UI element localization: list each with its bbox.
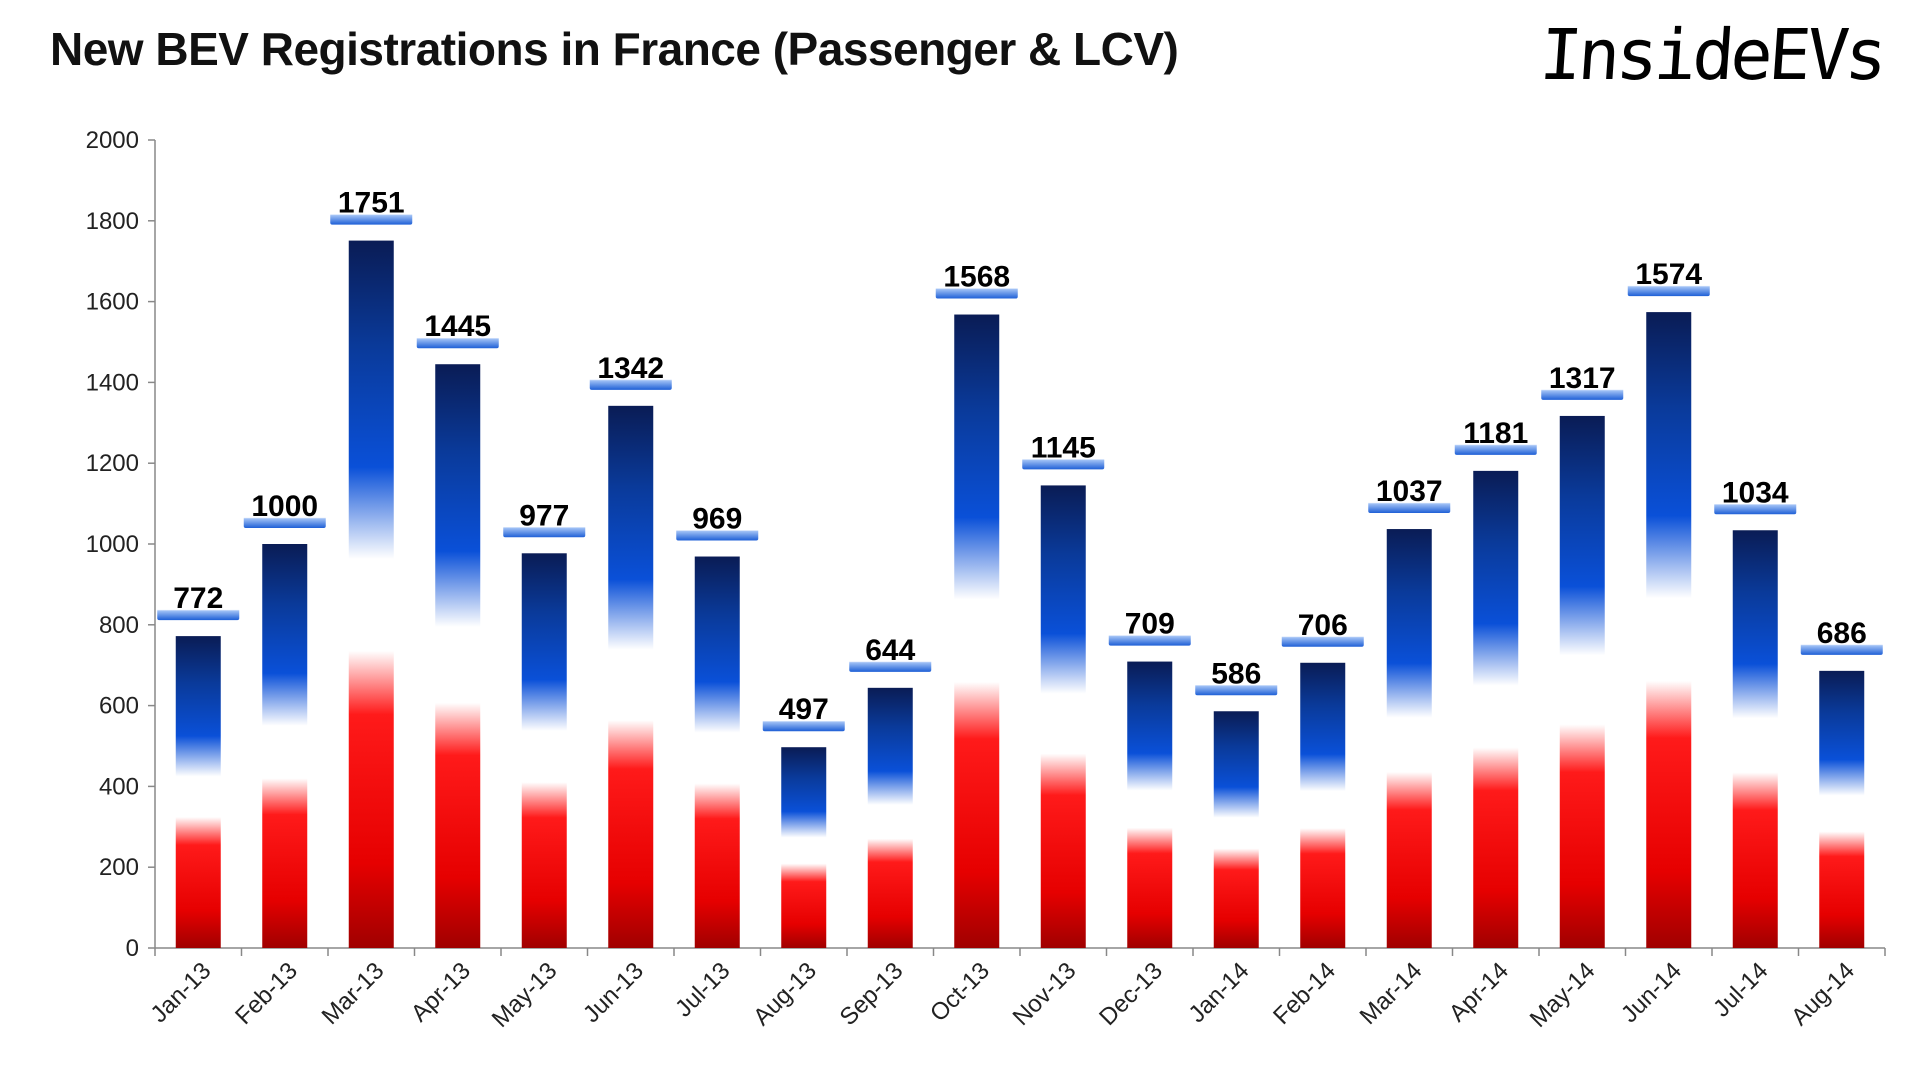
bar[interactable]	[1127, 661, 1173, 948]
data-label-box	[1108, 603, 1191, 646]
bar[interactable]	[1040, 485, 1086, 948]
y-tick-label: 1800	[86, 208, 139, 235]
bar[interactable]	[1819, 670, 1865, 948]
data-label-box	[1022, 427, 1105, 470]
data-label-box	[1281, 604, 1364, 647]
x-tick-label: Feb-14	[1268, 957, 1341, 1030]
bar[interactable]	[1473, 470, 1519, 948]
bar[interactable]	[954, 314, 1000, 948]
x-tick-label: Aug-14	[1786, 957, 1860, 1031]
y-tick-label: 1600	[86, 289, 139, 316]
data-label: 772	[173, 582, 223, 615]
bar[interactable]	[1646, 312, 1692, 948]
y-tick-label: 400	[99, 773, 139, 800]
bar[interactable]	[262, 544, 308, 948]
x-tick-label: Feb-13	[230, 957, 303, 1030]
x-tick-label: Jan-13	[146, 957, 217, 1028]
y-tick-label: 600	[99, 693, 139, 720]
x-tick-label: Apr-14	[1444, 957, 1514, 1027]
data-label: 1034	[1722, 476, 1789, 509]
data-label: 644	[865, 634, 915, 667]
x-tick-label: May-13	[487, 957, 563, 1033]
data-label: 977	[519, 499, 569, 532]
bar[interactable]	[694, 556, 740, 948]
y-tick-label: 1400	[86, 369, 139, 396]
x-tick-label: Jul-14	[1708, 957, 1773, 1022]
data-label: 1000	[251, 490, 318, 523]
bar[interactable]	[1386, 529, 1432, 948]
data-label-box	[243, 486, 326, 528]
bar[interactable]	[867, 687, 913, 948]
data-label-box	[935, 256, 1018, 299]
x-tick-label: May-14	[1525, 957, 1601, 1033]
data-label: 1317	[1549, 362, 1616, 395]
x-tick-label: Jun-13	[578, 957, 649, 1028]
data-label-box	[1454, 412, 1537, 455]
chart-title: New BEV Registrations in France (Passeng…	[50, 23, 1179, 75]
data-label-box	[1195, 653, 1278, 696]
y-tick-label: 800	[99, 612, 139, 639]
x-tick-label: Apr-13	[406, 957, 476, 1027]
data-label-box	[589, 347, 672, 390]
data-label: 1145	[1031, 431, 1096, 464]
x-tick-label: Aug-13	[748, 957, 822, 1031]
x-tick-label: Jul-13	[670, 957, 735, 1022]
bar[interactable]	[781, 747, 827, 948]
bar[interactable]	[1559, 415, 1605, 948]
x-tick-label: Oct-13	[925, 957, 995, 1027]
data-label: 1751	[338, 187, 405, 220]
data-label-box	[762, 689, 845, 732]
y-tick-label: 1200	[86, 450, 139, 477]
bar[interactable]	[1300, 662, 1346, 948]
x-tick-label: Jun-14	[1616, 957, 1687, 1028]
data-label-box	[503, 495, 586, 538]
data-label-box	[676, 498, 759, 541]
bar[interactable]	[348, 240, 394, 948]
data-label: 1445	[424, 310, 491, 343]
bar[interactable]	[521, 553, 567, 948]
x-tick-label: Dec-13	[1094, 957, 1168, 1031]
data-label: 706	[1298, 609, 1348, 642]
data-label: 497	[779, 693, 829, 726]
y-tick-label: 2000	[86, 127, 139, 154]
x-tick-label: Mar-13	[317, 957, 390, 1030]
x-tick-label: Jan-14	[1184, 957, 1255, 1028]
data-label: 1342	[597, 352, 664, 385]
y-tick-label: 0	[126, 935, 139, 962]
bar[interactable]	[435, 364, 481, 949]
data-label: 1574	[1635, 258, 1702, 291]
bar[interactable]	[1732, 530, 1778, 948]
data-label-box	[1800, 612, 1883, 655]
y-tick-label: 200	[99, 854, 139, 881]
data-label: 586	[1211, 657, 1261, 690]
x-tick-label: Mar-14	[1355, 957, 1428, 1030]
data-label: 1181	[1463, 417, 1528, 450]
data-label-box	[157, 578, 240, 621]
x-tick-label: Nov-13	[1008, 957, 1082, 1031]
bar[interactable]	[608, 405, 654, 948]
data-label-box	[1714, 472, 1797, 515]
data-label-box	[416, 306, 499, 349]
data-label-box	[1627, 254, 1710, 297]
data-label: 1037	[1376, 475, 1443, 508]
y-tick-label: 1000	[86, 531, 139, 558]
bar[interactable]	[1213, 711, 1259, 948]
data-label-box	[330, 182, 413, 225]
data-label: 709	[1125, 608, 1175, 641]
data-label-box	[849, 629, 932, 672]
data-label-box	[1368, 471, 1451, 514]
x-tick-label: Sep-13	[835, 957, 909, 1031]
data-label: 686	[1817, 617, 1867, 650]
data-label: 1568	[943, 261, 1010, 294]
bar[interactable]	[175, 636, 221, 948]
data-label-box	[1541, 357, 1624, 400]
data-label: 969	[692, 503, 742, 536]
